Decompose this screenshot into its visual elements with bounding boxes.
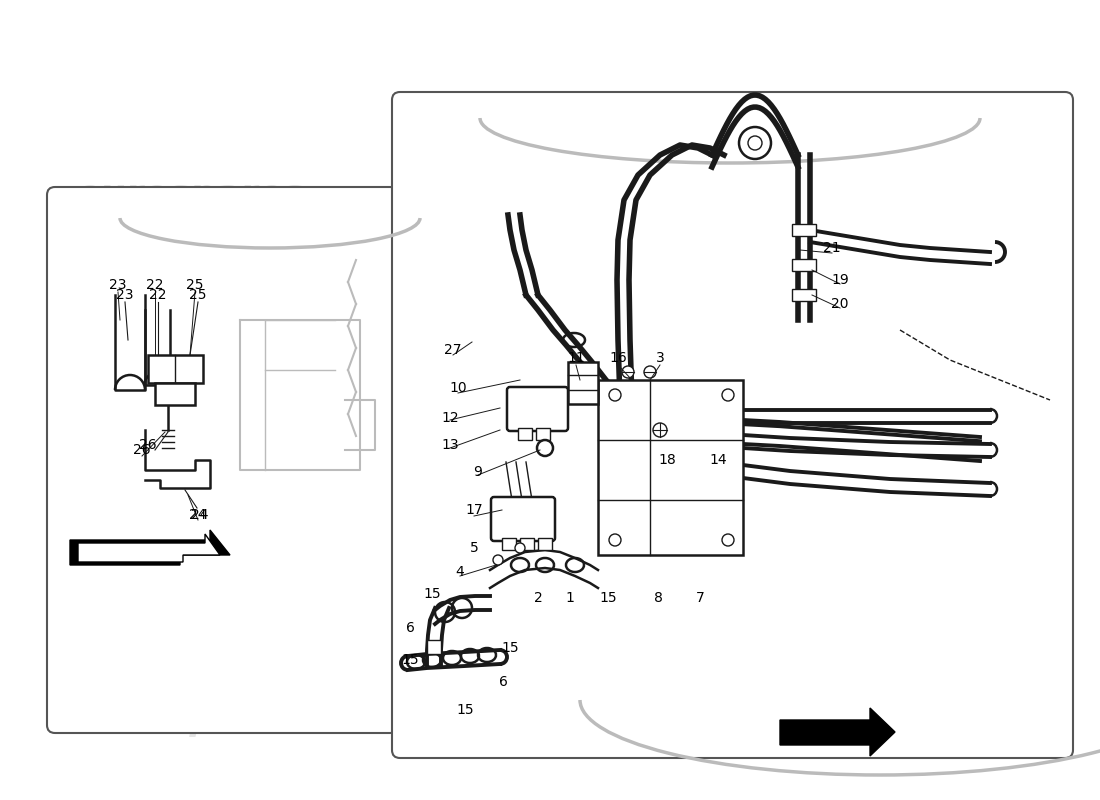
Text: 4: 4	[455, 565, 464, 579]
Text: 22: 22	[150, 288, 167, 302]
Bar	[792, 224, 816, 236]
FancyBboxPatch shape	[392, 92, 1072, 758]
Bar	[427, 640, 441, 654]
Circle shape	[722, 534, 734, 546]
Text: 8: 8	[653, 591, 662, 605]
Text: 9: 9	[474, 465, 483, 479]
Text: 12: 12	[441, 411, 459, 425]
Circle shape	[739, 127, 771, 159]
Text: 26: 26	[133, 443, 151, 457]
Circle shape	[609, 389, 622, 401]
Circle shape	[537, 440, 553, 456]
Bar	[520, 538, 534, 550]
Text: 5: 5	[470, 541, 478, 555]
Polygon shape	[780, 708, 895, 756]
Bar	[518, 428, 532, 440]
Text: 3: 3	[656, 351, 664, 365]
Text: 6: 6	[498, 675, 507, 689]
Circle shape	[644, 366, 656, 378]
Text: 22: 22	[146, 278, 164, 292]
Polygon shape	[78, 534, 220, 562]
Circle shape	[515, 543, 525, 553]
Text: 21: 21	[823, 241, 840, 255]
Text: 23: 23	[109, 278, 126, 292]
Polygon shape	[70, 530, 230, 565]
Circle shape	[609, 534, 622, 546]
FancyBboxPatch shape	[491, 497, 556, 541]
Text: 15: 15	[402, 653, 419, 667]
Text: eurospares: eurospares	[76, 513, 305, 547]
Circle shape	[493, 555, 503, 565]
Text: 15: 15	[600, 591, 617, 605]
FancyBboxPatch shape	[507, 387, 568, 431]
Text: 1: 1	[565, 591, 574, 605]
Text: 26: 26	[140, 438, 157, 452]
Text: 14: 14	[710, 453, 727, 467]
Text: eurospares: eurospares	[546, 603, 774, 637]
Text: eurospares: eurospares	[76, 703, 305, 737]
Text: 25: 25	[189, 288, 207, 302]
Text: 13: 13	[441, 438, 459, 452]
Text: eurospares: eurospares	[546, 178, 774, 212]
Text: 11: 11	[568, 351, 585, 365]
Text: 2: 2	[534, 591, 542, 605]
Bar	[568, 362, 598, 404]
Text: 6: 6	[406, 621, 415, 635]
Bar	[538, 538, 552, 550]
Text: 27: 27	[444, 343, 462, 357]
Text: 16: 16	[609, 351, 627, 365]
Text: 7: 7	[695, 591, 704, 605]
Text: 15: 15	[456, 703, 474, 717]
Text: 15: 15	[424, 587, 441, 601]
Text: 17: 17	[465, 503, 483, 517]
Text: 23: 23	[117, 288, 134, 302]
Bar	[502, 538, 516, 550]
Text: 24: 24	[189, 508, 207, 522]
Text: 24: 24	[191, 508, 209, 522]
FancyBboxPatch shape	[47, 187, 398, 733]
Bar	[155, 383, 195, 405]
Text: eurospares: eurospares	[76, 178, 305, 212]
Text: eurospares: eurospares	[546, 403, 774, 437]
Circle shape	[653, 423, 667, 437]
Bar	[792, 259, 816, 271]
Text: 20: 20	[832, 297, 849, 311]
Text: 15: 15	[502, 641, 519, 655]
Text: 19: 19	[832, 273, 849, 287]
Text: 18: 18	[658, 453, 675, 467]
Circle shape	[722, 389, 734, 401]
Bar	[536, 428, 550, 440]
Bar	[148, 355, 204, 383]
Text: 10: 10	[449, 381, 466, 395]
Text: 25: 25	[186, 278, 204, 292]
Bar	[792, 289, 816, 301]
Circle shape	[621, 366, 634, 378]
Bar	[598, 380, 743, 555]
Circle shape	[748, 136, 762, 150]
Text: eurospares: eurospares	[546, 703, 774, 737]
